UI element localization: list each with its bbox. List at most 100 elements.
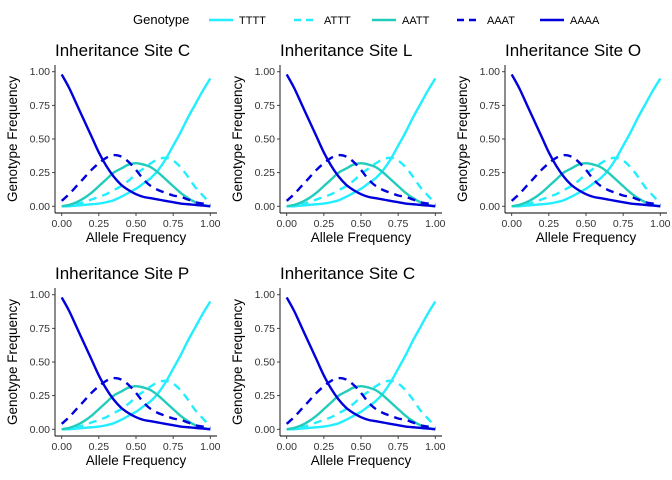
panel-1: Inheritance Site C 0.00 0.25 0.50 0.75 1.00 0.… (5, 41, 221, 245)
x-axis-label: Allele Frequency (536, 230, 637, 245)
series-line-attt (61, 379, 212, 431)
panel-3: Inheritance Site O 0.00 0.25 0.50 0.75 1.00 0.… (455, 41, 671, 245)
legend: Genotype TTTT ATTT AATT AAAT AAAA (133, 12, 600, 27)
series-line-aaaa (60, 296, 211, 431)
series-line-aatt (286, 162, 436, 208)
x-axis-label: Allele Frequency (86, 230, 187, 245)
x-tick-label: 0.25 (89, 218, 110, 230)
x-tick-label: 0.75 (163, 218, 184, 230)
y-tick-label: 0.25 (255, 390, 276, 402)
panel-5: Inheritance Site C 0.00 0.25 0.50 0.75 1.00 0.… (230, 264, 446, 468)
legend-title: Genotype (133, 12, 189, 27)
y-tick-label: 0.00 (255, 424, 276, 436)
y-tick-label: 0.00 (30, 424, 51, 436)
series-line-attt (286, 156, 437, 208)
x-tick-label: 1.00 (200, 441, 221, 453)
x-tick-label: 0.50 (351, 218, 372, 230)
y-tick-label: 0.75 (255, 323, 276, 335)
series-line-aaat (285, 376, 436, 430)
y-tick-label: 0.75 (30, 100, 51, 112)
y-tick-label: 0.75 (30, 323, 51, 335)
x-tick-label: 0.50 (351, 441, 372, 453)
y-tick-label: 0.25 (480, 167, 501, 179)
panel-title: Inheritance Site C (280, 264, 415, 283)
x-tick-label: 0.00 (276, 218, 297, 230)
x-tick-label: 0.50 (126, 441, 147, 453)
x-tick-label: 0.25 (314, 441, 335, 453)
x-tick-label: 0.25 (539, 218, 560, 230)
series-line-aatt (511, 162, 661, 208)
series-line-aatt (61, 162, 211, 208)
x-axis-label: Allele Frequency (86, 453, 187, 468)
x-tick-label: 0.75 (613, 218, 634, 230)
series-line-attt (286, 379, 437, 431)
legend-label-aaaa: AAAA (570, 15, 600, 27)
series-line-aaaa (285, 73, 436, 208)
y-tick-label: 1.00 (480, 66, 501, 78)
legend-label-aatt: AATT (402, 15, 430, 27)
panel-title: Inheritance Site O (505, 41, 641, 60)
y-tick-label: 1.00 (255, 289, 276, 301)
y-axis-label: Genotype Frequency (230, 299, 245, 425)
y-axis-label: Genotype Frequency (5, 76, 20, 202)
y-axis-label: Genotype Frequency (455, 76, 470, 202)
x-tick-label: 0.75 (388, 218, 409, 230)
y-tick-label: 0.75 (480, 100, 501, 112)
x-axis-label: Allele Frequency (311, 453, 412, 468)
x-tick-label: 0.00 (276, 441, 297, 453)
series-line-aatt (61, 385, 211, 431)
x-tick-label: 0.75 (388, 441, 409, 453)
x-tick-label: 0.00 (51, 441, 72, 453)
y-axis-label: Genotype Frequency (5, 299, 20, 425)
legend-label-attt: ATTT (324, 15, 351, 27)
series-line-aaat (60, 153, 211, 207)
y-tick-label: 0.25 (30, 167, 51, 179)
y-tick-label: 0.75 (255, 100, 276, 112)
y-tick-label: 0.50 (30, 134, 51, 146)
x-tick-label: 0.25 (314, 218, 335, 230)
series-line-aaaa (60, 73, 211, 208)
x-tick-label: 0.50 (126, 218, 147, 230)
x-axis-label: Allele Frequency (311, 230, 412, 245)
series-line-tttt (286, 77, 437, 208)
y-tick-label: 0.00 (255, 201, 276, 213)
panel-title: Inheritance Site C (55, 41, 190, 60)
series-line-tttt (61, 77, 212, 208)
series-line-aatt (286, 385, 436, 431)
panels: Inheritance Site C 0.00 0.25 0.50 0.75 1.00 0.… (5, 41, 671, 468)
y-tick-label: 0.50 (30, 357, 51, 369)
x-tick-label: 0.75 (163, 441, 184, 453)
panel-2: Inheritance Site L 0.00 0.25 0.50 0.75 1.00 0.… (230, 41, 446, 245)
y-tick-label: 1.00 (255, 66, 276, 78)
series-line-attt (61, 156, 212, 208)
series-line-aaaa (285, 296, 436, 431)
y-tick-label: 0.00 (480, 201, 501, 213)
panel-title: Inheritance Site P (55, 264, 189, 283)
y-tick-label: 0.50 (480, 134, 501, 146)
series-line-tttt (511, 77, 662, 208)
y-tick-label: 0.25 (255, 167, 276, 179)
series-line-aaat (60, 376, 211, 430)
y-axis-label: Genotype Frequency (230, 76, 245, 202)
y-tick-label: 1.00 (30, 289, 51, 301)
series-line-tttt (61, 300, 212, 431)
x-tick-label: 0.00 (51, 218, 72, 230)
series-line-tttt (286, 300, 437, 431)
y-tick-label: 0.50 (255, 357, 276, 369)
x-tick-label: 1.00 (425, 218, 446, 230)
x-tick-label: 0.50 (576, 218, 597, 230)
x-tick-label: 1.00 (200, 218, 221, 230)
x-tick-label: 1.00 (650, 218, 671, 230)
panel-4: Inheritance Site P 0.00 0.25 0.50 0.75 1.00 0.… (5, 264, 221, 468)
legend-entries: TTTT ATTT AATT AAAT AAAA (209, 15, 600, 27)
y-tick-label: 1.00 (30, 66, 51, 78)
x-tick-label: 0.00 (501, 218, 522, 230)
series-line-aaat (510, 153, 661, 207)
series-line-attt (511, 156, 662, 208)
legend-label-aaat: AAAT (487, 15, 515, 27)
x-tick-label: 1.00 (425, 441, 446, 453)
y-tick-label: 0.00 (30, 201, 51, 213)
x-tick-label: 0.25 (89, 441, 110, 453)
series-line-aaat (285, 153, 436, 207)
